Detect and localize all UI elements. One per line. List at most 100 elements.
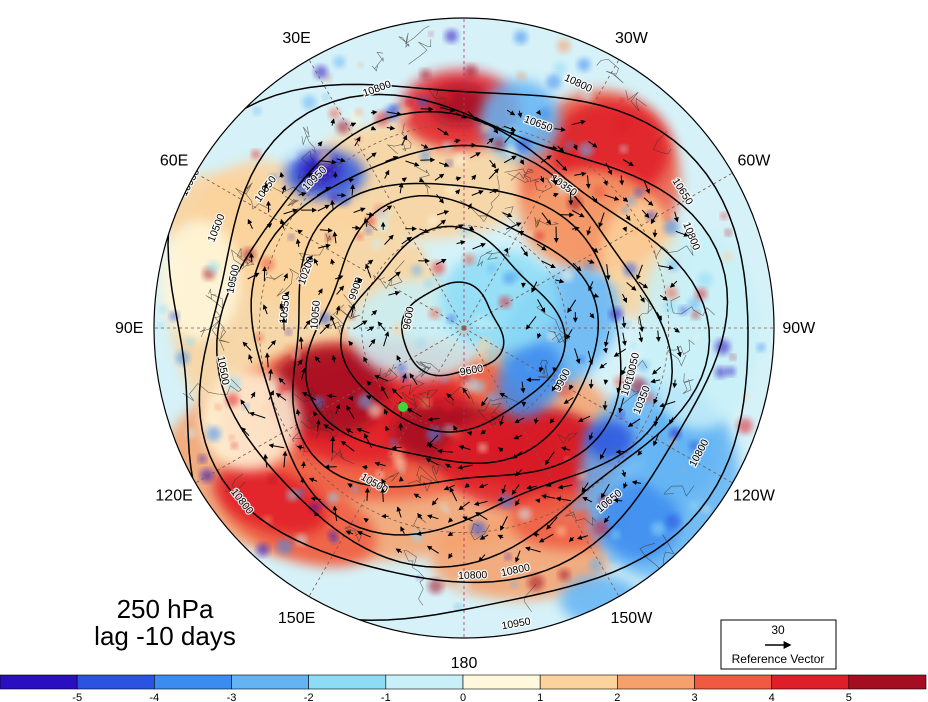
anomaly-speckle <box>663 219 679 235</box>
contour-label: 9600 <box>459 363 484 379</box>
coastline-segment <box>403 550 426 606</box>
flux-vector <box>603 179 608 187</box>
coastline-segment <box>265 273 284 281</box>
flux-vector <box>541 494 556 499</box>
flux-vector <box>295 408 301 416</box>
flux-vector <box>317 204 330 212</box>
anomaly-speckle <box>314 65 328 79</box>
coastline-segment <box>416 463 448 484</box>
coastline-segment <box>667 339 695 367</box>
flux-vector <box>669 280 678 288</box>
contour-9900 <box>340 225 567 433</box>
anomaly-speckle <box>409 284 416 291</box>
anomaly-speckle <box>454 153 467 166</box>
anomaly-speckle <box>429 308 441 319</box>
anomaly-speckle <box>538 107 551 120</box>
anomaly-speckle <box>697 272 713 288</box>
anomaly-speckle <box>206 261 220 274</box>
flux-vector <box>567 299 577 314</box>
coastline-segment <box>413 515 427 534</box>
flux-vector <box>537 299 546 313</box>
flux-vector <box>517 110 523 118</box>
flux-vector <box>356 427 370 434</box>
flux-vector <box>574 348 581 365</box>
flux-vector <box>468 225 475 231</box>
anomaly-speckle <box>389 438 398 447</box>
anomaly-speckle <box>722 251 733 262</box>
anomaly-speckle <box>374 206 391 223</box>
contour-10800 <box>198 93 729 584</box>
flux-vector <box>242 341 252 351</box>
flux-vector <box>279 218 285 229</box>
coastline-segment <box>504 168 534 181</box>
flux-vector <box>572 144 578 151</box>
coastline-segment <box>231 248 255 270</box>
flux-vector <box>602 401 608 411</box>
anomaly-speckle <box>443 580 450 588</box>
anomaly-speckle <box>730 354 736 361</box>
flux-vector <box>571 226 580 232</box>
anomaly-speckle <box>617 410 625 419</box>
anomaly-speckle <box>333 56 346 68</box>
flux-vector <box>319 323 331 335</box>
flux-vector <box>400 526 405 535</box>
flux-vector <box>449 487 458 502</box>
flux-vector <box>455 112 467 119</box>
anomaly-speckle <box>643 392 655 404</box>
anomaly-speckle <box>322 94 329 101</box>
reference-vector-label: Reference Vector <box>732 652 825 666</box>
flux-vector <box>370 110 378 115</box>
flux-vector <box>284 291 290 297</box>
anomaly-speckle <box>428 215 439 226</box>
flux-vector <box>588 281 594 292</box>
longitude-label: 0 <box>460 0 469 2</box>
coastline-segment <box>487 249 510 260</box>
flux-vector <box>350 303 356 317</box>
coastline-segment <box>663 485 695 497</box>
anomaly-speckle <box>663 299 677 314</box>
anomaly-speckle <box>607 266 624 283</box>
anomaly-speckle <box>622 206 629 214</box>
anomaly-speckle <box>504 553 512 560</box>
anomaly-speckle <box>556 526 567 537</box>
coastline-segment <box>205 288 224 309</box>
flux-vector <box>520 246 528 257</box>
flux-vector <box>551 381 559 392</box>
anomaly-speckle <box>444 29 458 43</box>
anomaly-speckle <box>477 337 491 351</box>
flux-vector <box>576 535 588 540</box>
anomaly-speckle <box>518 507 532 521</box>
flux-vector <box>401 134 408 146</box>
anomaly-speckle <box>420 397 432 409</box>
flux-vector <box>638 331 644 343</box>
coastline-segment <box>652 131 672 155</box>
coastline-segment <box>524 583 537 613</box>
flux-vector <box>563 397 574 404</box>
flux-vector <box>599 362 607 369</box>
flux-vector <box>613 348 627 357</box>
flux-vector <box>499 415 504 427</box>
flux-vector <box>571 119 586 126</box>
flux-vector <box>581 482 589 493</box>
anomaly-speckle <box>205 423 210 428</box>
anomaly-speckle <box>411 530 424 543</box>
anomaly-speckle <box>558 186 567 195</box>
flux-vector <box>526 484 537 490</box>
flux-vector <box>541 145 558 151</box>
colorbar-swatch <box>617 674 695 690</box>
anomaly-speckle <box>432 261 445 274</box>
flux-vector <box>555 496 572 502</box>
anomaly-speckle <box>620 97 625 103</box>
location-marker <box>398 402 408 412</box>
flux-vector <box>514 469 523 477</box>
flux-vector <box>247 272 260 280</box>
flux-vector <box>345 428 354 434</box>
flux-vector <box>386 125 396 131</box>
colorbar-swatch <box>848 674 927 690</box>
anomaly-speckle <box>375 471 384 479</box>
anomaly-speckle <box>756 343 766 352</box>
flux-vector <box>302 173 313 179</box>
flux-vector <box>454 189 461 195</box>
flux-vector <box>652 366 662 375</box>
